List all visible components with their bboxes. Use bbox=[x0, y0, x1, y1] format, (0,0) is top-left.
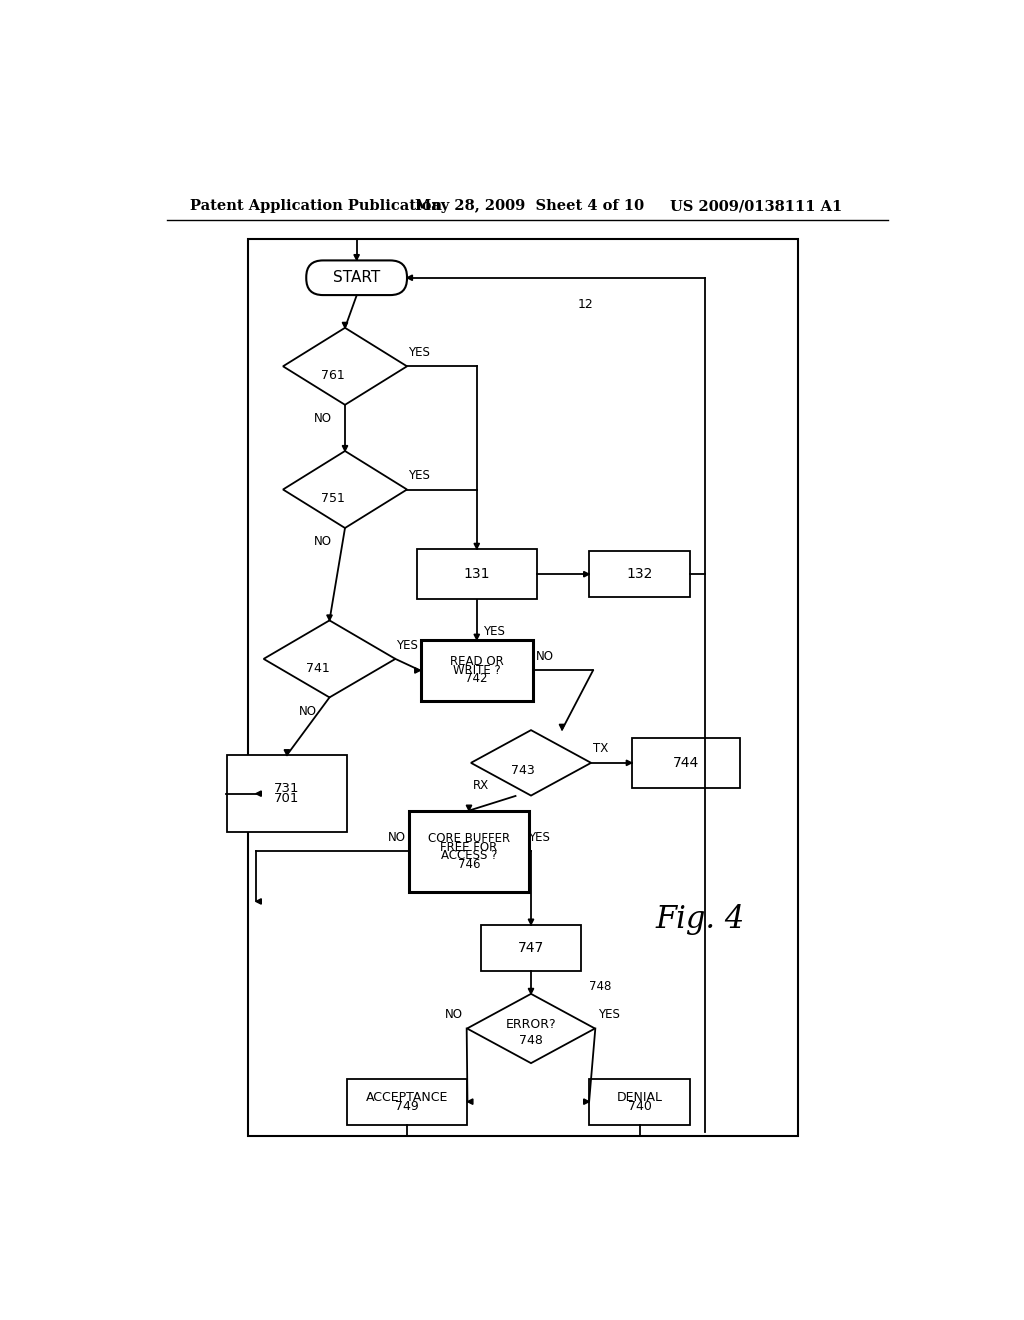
Polygon shape bbox=[285, 750, 290, 755]
Polygon shape bbox=[474, 544, 479, 549]
Polygon shape bbox=[466, 805, 472, 810]
Text: ERROR?: ERROR? bbox=[506, 1018, 556, 1031]
Polygon shape bbox=[467, 994, 595, 1063]
Text: ACCESS ?: ACCESS ? bbox=[440, 849, 498, 862]
Polygon shape bbox=[263, 620, 395, 697]
Polygon shape bbox=[327, 615, 332, 620]
Text: FREE FOR: FREE FOR bbox=[440, 841, 498, 854]
Text: YES: YES bbox=[598, 1008, 620, 1022]
Text: May 28, 2009  Sheet 4 of 10: May 28, 2009 Sheet 4 of 10 bbox=[415, 199, 644, 213]
Text: US 2009/0138111 A1: US 2009/0138111 A1 bbox=[671, 199, 843, 213]
Bar bbox=[480, 924, 582, 970]
Polygon shape bbox=[528, 919, 534, 924]
Text: 743: 743 bbox=[511, 764, 536, 777]
Polygon shape bbox=[471, 730, 591, 796]
Text: 741: 741 bbox=[306, 661, 330, 675]
Text: 731: 731 bbox=[274, 783, 300, 796]
Polygon shape bbox=[584, 572, 589, 577]
Text: 748: 748 bbox=[589, 979, 611, 993]
Bar bbox=[589, 1078, 690, 1125]
Text: ACCEPTANCE: ACCEPTANCE bbox=[366, 1090, 449, 1104]
Polygon shape bbox=[407, 275, 413, 280]
Text: 742: 742 bbox=[466, 672, 488, 685]
Polygon shape bbox=[474, 635, 479, 640]
Bar bbox=[248, 239, 799, 1137]
Bar bbox=[421, 640, 532, 701]
Text: YES: YES bbox=[396, 639, 418, 652]
Polygon shape bbox=[467, 1100, 473, 1105]
Polygon shape bbox=[559, 725, 564, 730]
Polygon shape bbox=[256, 791, 261, 796]
Text: NO: NO bbox=[314, 412, 333, 425]
Bar bbox=[226, 755, 347, 832]
Text: NO: NO bbox=[314, 536, 333, 548]
Polygon shape bbox=[342, 446, 348, 451]
Bar bbox=[632, 738, 740, 788]
Text: NO: NO bbox=[299, 705, 316, 718]
Text: 749: 749 bbox=[395, 1100, 419, 1113]
FancyBboxPatch shape bbox=[306, 260, 407, 296]
Polygon shape bbox=[283, 327, 407, 405]
Text: Fig. 4: Fig. 4 bbox=[655, 904, 744, 936]
Text: Patent Application Publication: Patent Application Publication bbox=[190, 199, 442, 213]
Polygon shape bbox=[342, 322, 348, 327]
Text: YES: YES bbox=[408, 469, 429, 482]
Bar bbox=[409, 810, 529, 892]
Text: 744: 744 bbox=[673, 756, 699, 770]
Bar bbox=[417, 549, 537, 599]
Text: 740: 740 bbox=[628, 1100, 651, 1113]
Text: YES: YES bbox=[527, 832, 550, 843]
Text: NO: NO bbox=[444, 1008, 463, 1022]
Text: READ OR: READ OR bbox=[450, 656, 504, 668]
Text: 701: 701 bbox=[274, 792, 300, 805]
Text: 761: 761 bbox=[322, 370, 345, 381]
Text: CORE BUFFER: CORE BUFFER bbox=[428, 832, 510, 845]
Polygon shape bbox=[283, 451, 407, 528]
Text: 131: 131 bbox=[464, 568, 490, 581]
Polygon shape bbox=[528, 989, 534, 994]
Polygon shape bbox=[415, 668, 420, 673]
Polygon shape bbox=[627, 760, 632, 766]
Text: NO: NO bbox=[388, 832, 406, 843]
Text: START: START bbox=[333, 271, 380, 285]
Text: 12: 12 bbox=[578, 298, 593, 312]
Text: 751: 751 bbox=[322, 492, 345, 506]
Polygon shape bbox=[256, 899, 261, 904]
Text: YES: YES bbox=[408, 346, 429, 359]
Bar bbox=[589, 552, 690, 598]
Bar bbox=[347, 1078, 467, 1125]
Polygon shape bbox=[584, 1100, 589, 1105]
Text: 747: 747 bbox=[518, 941, 544, 954]
Text: 132: 132 bbox=[627, 568, 652, 581]
Text: 746: 746 bbox=[458, 858, 480, 871]
Text: 748: 748 bbox=[519, 1034, 543, 1047]
Text: YES: YES bbox=[483, 626, 505, 639]
Text: DENIAL: DENIAL bbox=[616, 1090, 663, 1104]
Text: TX: TX bbox=[593, 742, 608, 755]
Text: WRITE ?: WRITE ? bbox=[453, 664, 501, 677]
Polygon shape bbox=[354, 255, 359, 260]
Text: NO: NO bbox=[536, 649, 554, 663]
Text: RX: RX bbox=[472, 779, 488, 792]
